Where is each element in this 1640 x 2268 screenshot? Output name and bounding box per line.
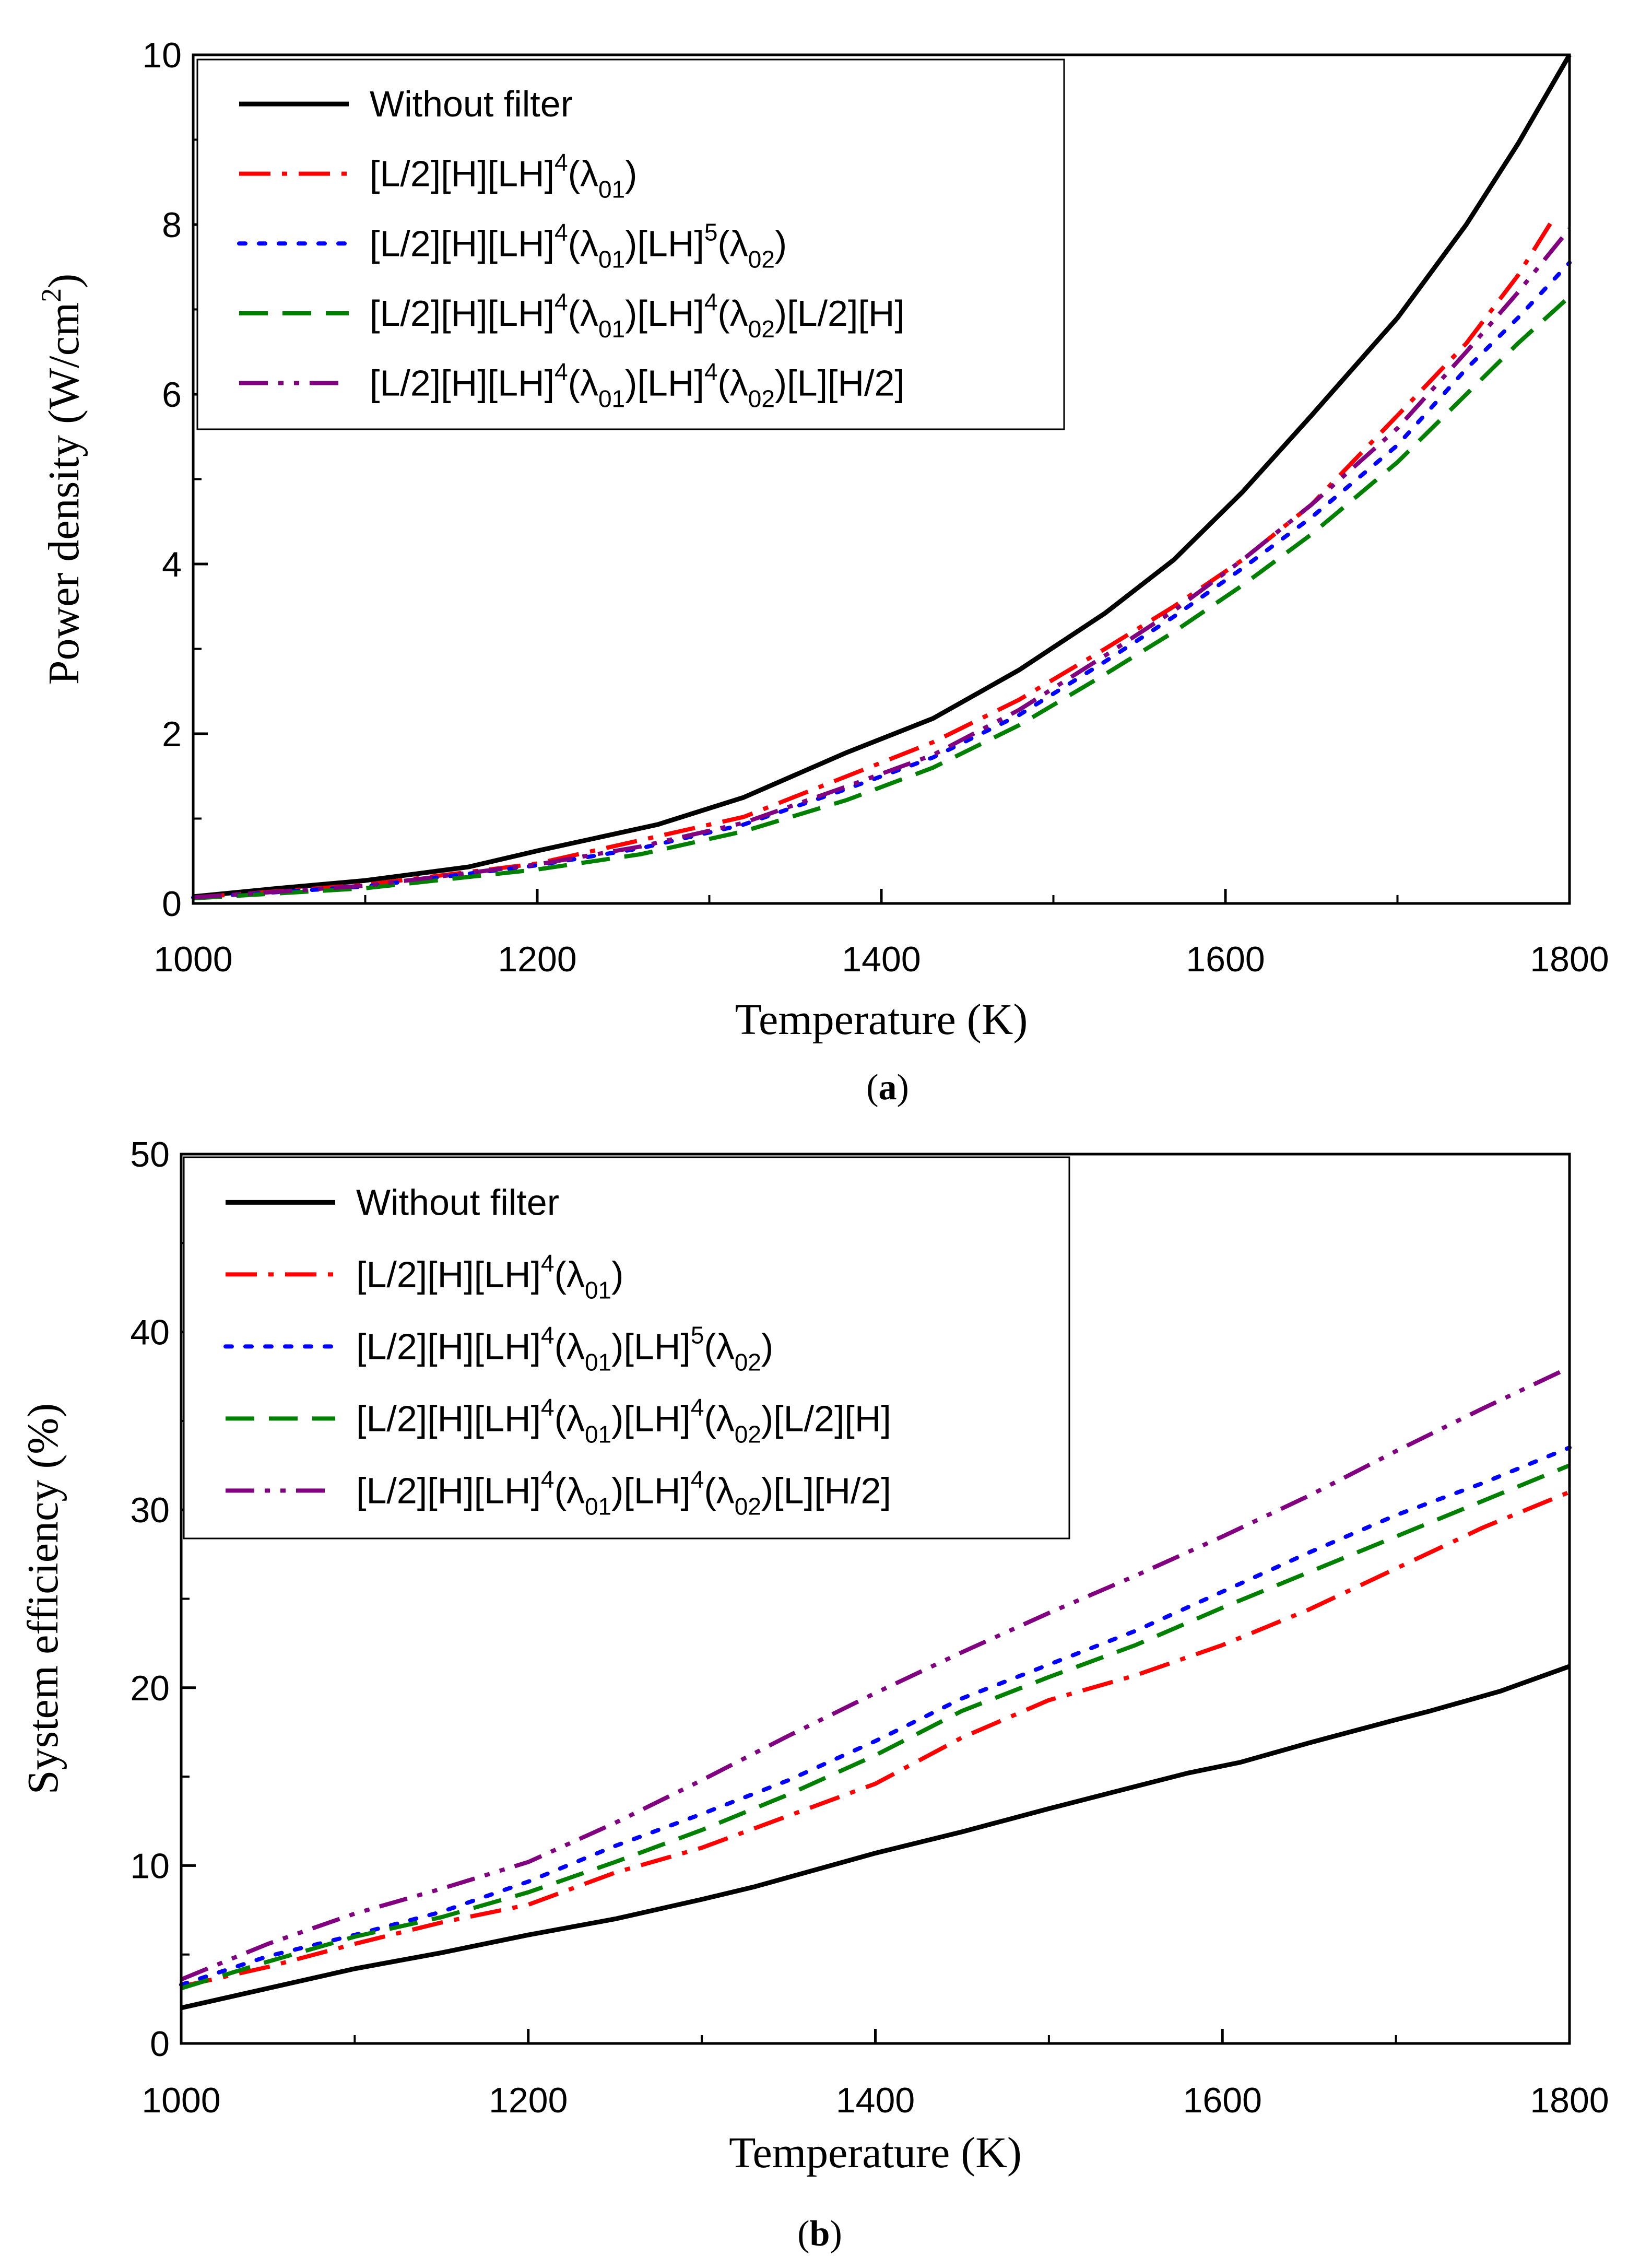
y-tick-label: 10 [142,36,182,75]
plot-frame [192,53,1571,905]
y-tick-label: 0 [150,2024,170,2064]
svg-text:[L/2][H][LH]4(λ01)[LH]5(λ02): [L/2][H][LH]4(λ01)[LH]5(λ02) [370,218,787,273]
svg-text:Without filter: Without filter [356,1182,559,1223]
y-tick-label: 4 [162,545,182,584]
legend-label-5: [L/2][H][LH]4(λ01)[LH]4(λ02)[L][H/2] [370,358,905,412]
y-tick-label: 0 [162,884,182,924]
y-tick-label: 8 [162,205,182,245]
legend-label-1: Without filter [370,84,573,124]
series-line-4 [193,295,1571,901]
legend-label-4: [L/2][H][LH]4(λ01)[LH]4(λ02)[L/2][H] [370,288,905,343]
series-line-4 [180,1463,1571,1991]
x-axis-label: Temperature (K) [729,2129,1022,2177]
x-tick-label: 1000 [141,2081,220,2120]
x-tick-label: 1600 [1186,939,1265,979]
legend: Without filter [L/2][H][LH]4(λ01) [L/2][H]… [196,58,1065,430]
svg-text:[L/2][H][LH]4(λ01): [L/2][H][LH]4(λ01) [356,1249,623,1303]
svg-text:[L/2][H][LH]4(λ01)[LH]4(λ02)[L: [L/2][H][LH]4(λ01)[LH]4(λ02)[L/2][H] [370,288,905,343]
legend-label-3: [L/2][H][LH]4(λ01)[LH]5(λ02) [356,1321,773,1376]
series-line-3 [179,1446,1572,1987]
y-tick-label: 40 [130,1313,170,1353]
legend-label-1: Without filter [356,1182,559,1223]
legend-label-5: [L/2][H][LH]4(λ01)[LH]4(λ02)[L][H/2] [356,1465,891,1520]
series-line-1 [193,53,1572,899]
panel-caption: (b) [797,2214,842,2254]
series-line-2 [181,1490,1571,1989]
x-tick-label: 1800 [1530,2081,1609,2120]
chart-a: 1000 1200 1400 1600 1800 0 2 4 6 8 10 Without filte… [36,36,1609,1108]
x-tick-label: 1200 [489,2081,568,2120]
svg-text:[L/2][H][LH]4(λ01)[LH]5(λ02): [L/2][H][LH]4(λ01)[LH]5(λ02) [356,1321,773,1376]
svg-text:Without filter: Without filter [370,84,573,124]
x-tick-label: 1800 [1530,939,1609,979]
panel-caption: (a) [866,1067,909,1108]
svg-text:[L/2][H][LH]4(λ01): [L/2][H][LH]4(λ01) [370,149,637,203]
x-tick-label: 1600 [1183,2081,1262,2120]
x-tick-label: 1200 [498,939,576,979]
legend-label-2: [L/2][H][LH]4(λ01) [356,1249,623,1303]
y-tick-label: 20 [130,1668,170,1708]
legend: Without filter [L/2][H][LH]4(λ01) [L/2][H]… [183,1156,1070,1540]
y-tick-label: 6 [162,375,182,415]
y-axis-label: System efficiency (%) [19,1403,67,1795]
y-tick-label: 2 [162,714,182,754]
series-line-5 [193,227,1572,900]
svg-text:[L/2][H][LH]4(λ01)[LH]4(λ02)[L: [L/2][H][LH]4(λ01)[LH]4(λ02)[L/2][H] [356,1393,891,1448]
legend-label-2: [L/2][H][LH]4(λ01) [370,149,637,203]
y-tick-label: 30 [130,1490,170,1530]
x-tick-label: 1400 [842,939,921,979]
series-line-3 [191,261,1572,900]
svg-text:[L/2][H][LH]4(λ01)[LH]4(λ02)[L: [L/2][H][LH]4(λ01)[LH]4(λ02)[L][H/2] [356,1465,891,1520]
y-tick-label: 50 [130,1135,170,1174]
svg-text:[L/2][H][LH]4(λ01)[LH]4(λ02)[L: [L/2][H][LH]4(λ01)[LH]4(λ02)[L][H/2] [370,358,905,412]
legend-label-3: [L/2][H][LH]4(λ01)[LH]5(λ02) [370,218,787,273]
y-tick-label: 10 [130,1846,170,1886]
series-line-2 [193,219,1554,900]
plot-frame [180,1153,1571,2045]
legend-label-4: [L/2][H][LH]4(λ01)[LH]4(λ02)[L/2][H] [356,1393,891,1448]
series-line-1 [181,1664,1571,2011]
chart-b: 1000 1200 1400 1600 1800 0 10 20 30 40 50 Without f… [19,1135,1609,2254]
x-axis-label: Temperature (K) [735,995,1028,1044]
y-axis-label: Power density (W/cm2) [36,274,88,685]
x-tick-label: 1400 [836,2081,915,2120]
x-tick-label: 1000 [154,939,232,979]
